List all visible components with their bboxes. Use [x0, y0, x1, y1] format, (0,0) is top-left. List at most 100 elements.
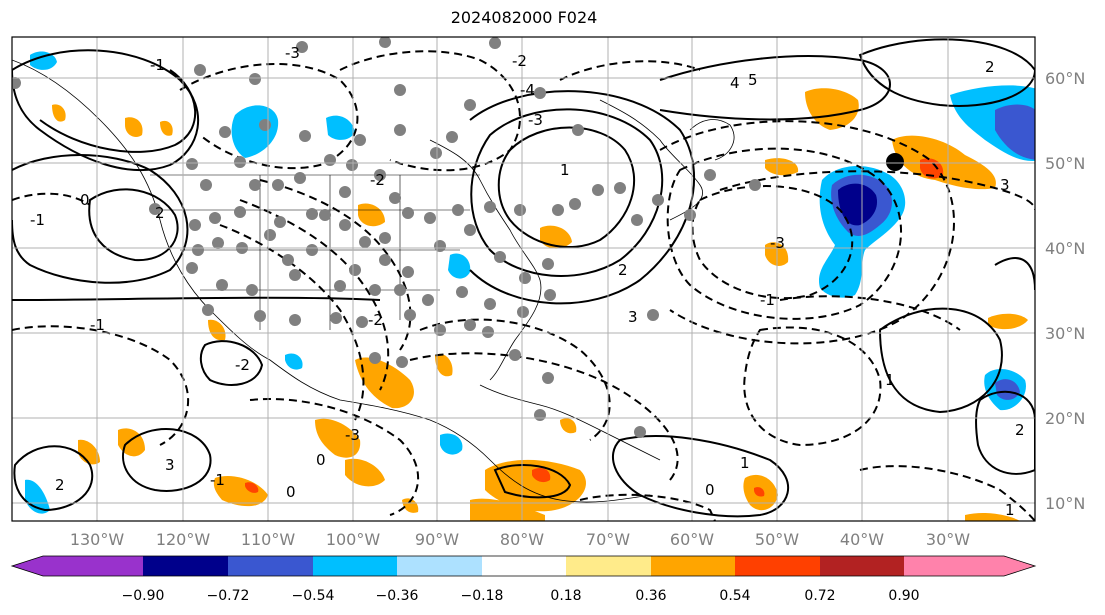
neg-region	[995, 104, 1035, 160]
contour-label: -3	[770, 234, 785, 252]
lat-label: 20°N	[1045, 409, 1085, 428]
contour-solid	[470, 108, 664, 277]
lon-label: 40°W	[840, 530, 884, 549]
pos-region	[208, 319, 226, 341]
colorbar-extend-high	[1004, 556, 1035, 576]
contour-label: 4	[730, 74, 740, 92]
neg-region	[231, 105, 279, 158]
neg-region	[285, 353, 303, 370]
contour-dashed	[409, 352, 679, 481]
colorbar-segment	[566, 556, 651, 576]
lon-label: 60°W	[670, 530, 714, 549]
contour-label: 0	[80, 191, 90, 209]
contour-label: -1	[210, 471, 225, 489]
colorbar-tick: 0.90	[888, 588, 919, 604]
colorbar-tick: 0.72	[804, 588, 835, 604]
contour-label: -2	[370, 171, 385, 189]
contour-dashed	[219, 224, 365, 421]
contour-label: -2	[512, 52, 527, 70]
pos-region	[315, 418, 361, 458]
contour-dashed	[239, 199, 390, 391]
west-coast	[12, 59, 651, 503]
pos-region	[125, 117, 143, 137]
contour-dashed	[743, 326, 882, 447]
lon-label: 50°W	[755, 530, 799, 549]
colorbar-tick: −0.18	[461, 588, 504, 604]
colorbar-extend-low	[12, 556, 43, 576]
colorbar-tick: 0.54	[719, 588, 750, 604]
pos-region	[988, 313, 1028, 330]
lat-label: 50°N	[1045, 154, 1085, 173]
neg-region	[995, 379, 1020, 400]
maritime-coast	[689, 119, 735, 161]
contours	[12, 38, 1035, 518]
contour-solid	[122, 428, 212, 492]
colorbar-tick: 0.36	[635, 588, 666, 604]
contour-label: -1	[90, 316, 105, 334]
contour-label: 2	[55, 476, 65, 494]
lat-label: 60°N	[1045, 69, 1085, 88]
contour-label: 1	[1005, 501, 1015, 519]
grid-lines	[12, 37, 1035, 521]
contour-solid	[12, 296, 381, 301]
colorbar-tick: 0.18	[550, 588, 581, 604]
pos-region	[345, 458, 385, 487]
lat-label: 30°N	[1045, 324, 1085, 343]
contour-label: -3	[345, 426, 360, 444]
contour-label: 3	[1000, 176, 1010, 194]
pos-region	[805, 88, 859, 130]
colorbar-tick: −0.36	[376, 588, 419, 604]
pos-region	[560, 418, 577, 434]
neg-region	[440, 433, 463, 455]
contour-dashed	[666, 147, 902, 320]
contour-label: -4	[520, 81, 535, 99]
colorbar-segment	[651, 556, 735, 576]
contour-dashed	[179, 62, 359, 170]
contour-solid	[497, 126, 635, 248]
pos-region	[52, 104, 66, 122]
colorbar-segment	[43, 556, 143, 576]
contour-dashed	[249, 398, 419, 516]
colorbar-tick: −0.90	[122, 588, 165, 604]
contour-label: 3	[628, 308, 638, 326]
contour-label: 5	[748, 71, 758, 89]
colorbar: −0.90 −0.72 −0.54 −0.36 −0.18 0.18 0.36 …	[10, 555, 1037, 604]
lat-labels: 60°N 50°N 40°N 30°N 20°N 10°N	[1045, 69, 1085, 513]
contour-solid	[39, 69, 197, 153]
lon-label: 80°W	[500, 530, 544, 549]
caribbean-coast	[479, 384, 661, 461]
contour-solid	[13, 445, 94, 512]
pos-region	[402, 498, 419, 513]
lon-label: 120°W	[156, 530, 211, 549]
contour-solid	[974, 390, 1035, 475]
pos-region	[213, 475, 268, 507]
contour-label: 1	[560, 161, 570, 179]
lon-label: 100°W	[326, 530, 381, 549]
contour-label: 2	[985, 58, 995, 76]
colorbar-tick: −0.54	[292, 588, 335, 604]
pos-region	[435, 353, 453, 377]
colorbar-segment	[735, 556, 820, 576]
great-lakes-coast	[429, 139, 542, 381]
pos-region	[470, 498, 545, 521]
contour-label: -2	[235, 356, 250, 374]
lat-label: 10°N	[1045, 494, 1085, 513]
colorbar-segment	[228, 556, 313, 576]
lon-label: 90°W	[415, 530, 459, 549]
pos-region	[160, 120, 173, 136]
contour-label: 0	[286, 483, 296, 501]
contour-solid	[469, 90, 695, 305]
contour-solid	[611, 435, 790, 518]
contour-label: -2	[368, 311, 383, 329]
contour-dashed	[339, 50, 521, 172]
lon-label: 30°W	[926, 530, 970, 549]
lon-labels: 130°W 120°W 110°W 100°W 90°W 80°W 70°W 6…	[70, 530, 970, 549]
pos-region	[245, 482, 259, 493]
colorbar-segment	[820, 556, 904, 576]
contour-label: 2	[155, 204, 165, 222]
contour-dashed	[12, 325, 189, 446]
colorbar-segment	[143, 556, 228, 576]
contour-label: -3	[285, 44, 300, 62]
colorbar-outline	[10, 555, 1037, 577]
contour-label: 1	[740, 454, 750, 472]
